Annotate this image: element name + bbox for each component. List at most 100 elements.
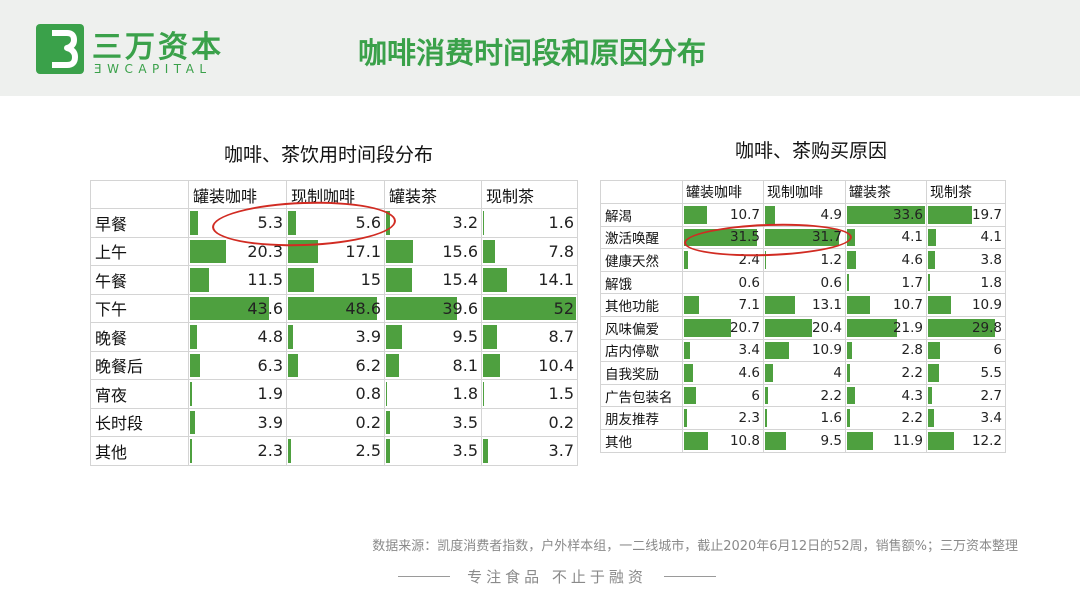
data-bar [765,318,813,337]
data-value-label: 1.2 [820,251,842,268]
table-row: 午餐 11.5 15 15.4 14.1 [90,265,578,295]
data-cell: 0.2 [286,407,385,437]
data-cell: 1.6 [481,208,578,238]
row-label: 广告包装名 [600,383,683,408]
row-label: 长时段 [90,407,189,437]
table-row: 下午 43.6 48.6 39.6 52 [90,293,578,323]
data-cell: 5.5 [926,361,1006,385]
data-cell: 15.4 [384,265,482,295]
data-cell: 1.5 [481,379,578,409]
data-cell: 4.6 [845,248,927,272]
data-value-label: 3.4 [738,342,760,359]
data-bar [684,318,732,337]
data-bar [765,409,767,427]
data-value-label: 15.4 [442,270,478,290]
data-cell: 48.6 [286,293,385,323]
table-row: 早餐 5.3 5.6 3.2 1.6 [90,208,578,238]
data-bar [190,353,200,377]
data-bar [765,386,769,405]
data-bar [684,431,708,450]
data-value-label: 4.6 [738,364,760,381]
data-value-label: 5.3 [257,213,283,233]
data-cell: 1.8 [384,379,482,409]
table-row: 其他功能 7.1 13.1 10.7 10.9 [600,293,1006,317]
data-cell: 2.2 [763,383,846,408]
data-value-label: 48.6 [345,298,381,318]
data-value-label: 13.1 [811,297,842,314]
data-value-label: 33.6 [892,206,923,223]
data-cell: 8.1 [384,350,482,380]
data-bar [928,296,952,314]
data-cell: 1.8 [926,270,1006,295]
data-bar [684,341,691,360]
data-bar [684,228,757,247]
data-value-label: 4.9 [820,206,842,223]
data-bar [684,206,708,224]
data-value-label: 31.5 [729,229,760,246]
table-row: 晚餐 4.8 3.9 9.5 8.7 [90,322,578,352]
data-value-label: 10.9 [811,342,842,359]
data-value-label: 2.4 [738,251,760,268]
reason-table-title: 咖啡、茶购买原因 [735,140,888,162]
data-bar [847,251,856,269]
table-row: 广告包装名 6 2.2 4.3 2.7 [600,383,1006,408]
data-cell: 52 [481,293,578,323]
data-cell: 3.5 [384,407,482,437]
data-cell: 20.7 [682,315,764,340]
data-value-label: 43.6 [247,298,283,318]
data-bar [483,296,576,320]
data-value-label: 1.5 [548,384,574,404]
row-label: 健康天然 [600,248,683,272]
table-row: 宵夜 1.9 0.8 1.8 1.5 [90,379,578,409]
table-row: 店内停歇 3.4 10.9 2.8 6 [600,338,1006,363]
data-value-label: 1.6 [548,213,574,233]
row-label: 其他 [90,436,189,466]
header-band: 三万资本 ƎWCAPITAL 咖啡消费时间段和原因分布 [0,0,1080,96]
data-bar [765,251,766,269]
data-bar [386,268,413,292]
data-bar [765,431,786,450]
purchase-reason-table: 罐装咖啡 现制咖啡 罐装茶 现制茶 解渴 10.7 4.9 33.6 19.7 激活唤醒 31.5… [600,180,1006,453]
table-row: 其他 10.8 9.5 11.9 12.2 [600,428,1006,453]
row-label: 店内停歇 [600,338,683,363]
data-cell: 19.7 [926,203,1006,227]
row-label: 解饿 [600,270,683,295]
data-bar [684,409,688,427]
row-label: 解渴 [600,203,683,227]
data-cell: 3.2 [384,208,482,238]
data-value-label: 3.5 [452,441,478,461]
data-bar [847,364,851,382]
data-bar [928,341,940,360]
data-bar [847,273,850,292]
data-cell: 20.4 [763,315,846,340]
data-value-label: 10.4 [538,355,574,375]
data-cell: 10.8 [682,428,764,453]
table-row: 其他 2.3 2.5 3.5 3.7 [90,436,578,466]
data-bar [765,341,790,360]
brand-name: 三万资本 [92,30,224,65]
data-cell: 2.2 [845,406,927,430]
data-bar [847,206,925,224]
data-bar [765,206,775,224]
data-value-label: 0.2 [548,412,574,432]
data-value-label: 3.8 [980,251,1002,268]
data-value-label: 5.6 [355,213,381,233]
data-cell: 6.2 [286,350,385,380]
data-bar [190,325,197,349]
table-row: 自我奖励 4.6 4 2.2 5.5 [600,361,1006,385]
data-value-label: 1.8 [452,384,478,404]
data-bar [928,364,939,382]
data-bar [847,386,856,405]
data-cell: 0.2 [481,407,578,437]
data-cell: 1.9 [188,379,287,409]
data-cell: 1.6 [763,406,846,430]
data-cell: 11.9 [845,428,927,453]
data-bar [483,211,484,235]
data-value-label: 1.6 [820,410,842,427]
data-value-label: 0.2 [355,412,381,432]
data-bar [288,211,297,235]
data-cell: 3.8 [926,248,1006,272]
data-value-label: 2.8 [901,342,923,359]
slogan: 专注食品 不止于融资 [467,568,647,586]
data-bar [190,410,196,434]
